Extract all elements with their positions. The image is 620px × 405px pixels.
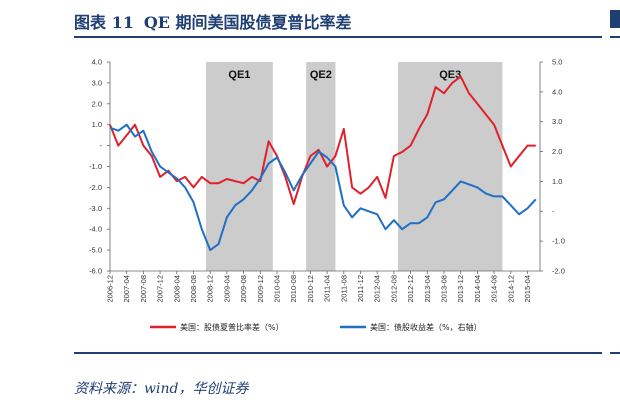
left-tick-label: 2.0 — [92, 99, 102, 108]
title-divider — [74, 36, 602, 38]
series-line-sharpe-ratio-diff — [109, 75, 536, 206]
right-tick-label: 1.0 — [552, 177, 562, 186]
x-tick-label: 2014-08 — [490, 275, 499, 303]
adjacent-bottom-divider-fragment — [610, 352, 620, 354]
x-tick-label: 2012-12 — [406, 275, 415, 303]
right-tick-label: 3.0 — [552, 117, 562, 126]
x-tick-label: 2013-12 — [456, 275, 465, 303]
adjacent-figure-fragment — [610, 10, 620, 28]
x-tick-label: 2007-04 — [122, 275, 131, 303]
qe-shade-3 — [398, 62, 503, 271]
left-tick-label: 1.0 — [92, 120, 102, 129]
left-tick-label: -1.0 — [89, 162, 102, 171]
figure-title-text: QE 期间美国股债夏普比率差 — [143, 13, 352, 32]
left-tick-label: -3.0 — [89, 204, 102, 213]
left-tick-label: - — [100, 141, 103, 150]
x-tick-label: 2009-04 — [222, 275, 231, 303]
right-tick-label: 5.0 — [552, 58, 562, 67]
right-tick-label: -2.0 — [552, 267, 565, 276]
x-tick-label: 2011-08 — [339, 275, 348, 302]
qe-shade-1 — [206, 62, 273, 271]
x-tick-label: 2011-12 — [356, 275, 365, 302]
chart: QE1 QE2 QE34.03.02.01.0--1.0-2.0-3.0-4.0-5… — [89, 58, 565, 333]
x-tick-label: 2010-12 — [306, 275, 315, 303]
series-line-bond-stock-yield-spread — [109, 123, 537, 252]
x-tick-label: 2006-12 — [106, 275, 115, 303]
right-tick-label: - — [552, 207, 555, 216]
legend-item-sharpe-ratio-diff-label: 美国：股债夏普比率差（%） — [180, 322, 284, 332]
source-note: 资料来源：wind，华创证券 — [74, 381, 249, 397]
x-tick-label: 2008-12 — [206, 275, 215, 303]
x-tick-label: 2007-08 — [139, 275, 148, 303]
x-tick-label: 2007-12 — [156, 275, 165, 303]
x-tick-label: 2009-08 — [239, 275, 248, 303]
x-tick-label: 2013-04 — [423, 275, 432, 303]
legend-item-yield-spread-label: 美国：债股收益差（%，右轴） — [370, 322, 482, 332]
x-tick-label: 2012-04 — [373, 275, 382, 303]
x-tick-label: 2014-04 — [473, 275, 482, 303]
x-tick-label: 2011-04 — [323, 275, 332, 302]
figure-label: 图表 11 — [74, 13, 134, 32]
left-tick-label: 4.0 — [92, 58, 102, 67]
left-tick-label: -4.0 — [89, 225, 102, 234]
left-tick-label: -5.0 — [89, 246, 102, 255]
x-tick-label: 2015-04 — [523, 275, 532, 303]
x-tick-label: 2012-08 — [389, 275, 398, 303]
left-tick-label: -6.0 — [89, 267, 102, 276]
right-tick-label: 2.0 — [552, 147, 562, 156]
qe-label-2: QE2 — [310, 69, 332, 81]
x-tick-label: 2008-04 — [172, 275, 181, 303]
x-tick-label: 2014-12 — [506, 275, 515, 303]
qe-label-1: QE1 — [228, 69, 250, 81]
left-tick-label: -2.0 — [89, 183, 102, 192]
x-tick-label: 2010-04 — [272, 275, 281, 303]
figure-title: 图表 11 QE 期间美国股债夏普比率差 — [74, 9, 362, 33]
x-tick-label: 2013-08 — [439, 275, 448, 303]
x-tick-label: 2010-08 — [289, 275, 298, 303]
x-tick-label: 2008-08 — [189, 275, 198, 303]
qe-shade-2 — [306, 62, 336, 271]
x-tick-label: 2009-12 — [256, 275, 265, 303]
right-tick-label: 4.0 — [552, 87, 562, 96]
right-tick-label: -1.0 — [552, 237, 565, 246]
left-tick-label: 3.0 — [92, 78, 102, 87]
qe-label-3: QE3 — [439, 69, 461, 81]
adjacent-divider-fragment — [610, 36, 620, 38]
bottom-divider — [74, 352, 602, 354]
